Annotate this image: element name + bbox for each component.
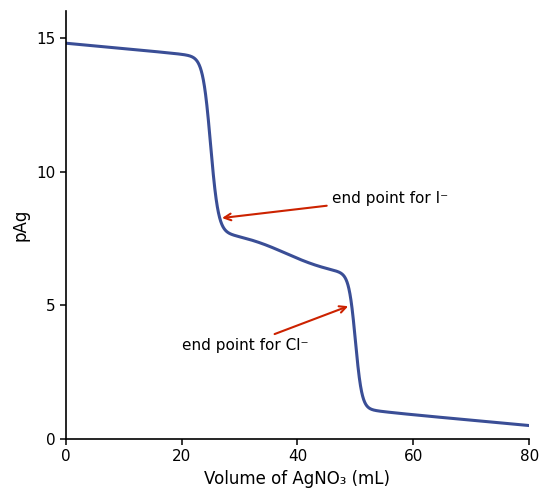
Y-axis label: pAg: pAg [11, 209, 29, 241]
Text: end point for I⁻: end point for I⁻ [224, 191, 448, 220]
X-axis label: Volume of AgNO₃ (mL): Volume of AgNO₃ (mL) [205, 470, 390, 488]
Text: end point for Cl⁻: end point for Cl⁻ [182, 306, 346, 353]
